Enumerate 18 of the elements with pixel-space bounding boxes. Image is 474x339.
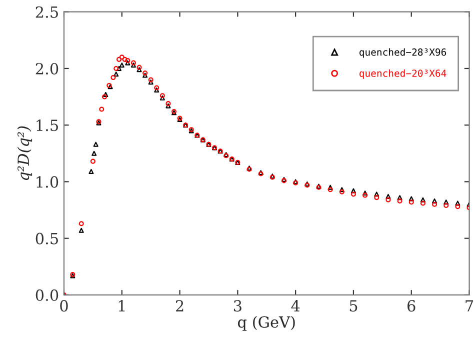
- y-tick-label: 2.0: [36, 62, 58, 74]
- legend-label: quenched−28³X96: [360, 48, 446, 58]
- x-tick-label: 2: [176, 300, 184, 312]
- x-tick-label: 1: [118, 300, 125, 312]
- x-tick-label: 6: [408, 300, 416, 312]
- y-tick-label: 1.5: [36, 120, 58, 132]
- x-tick-label: 3: [234, 300, 242, 312]
- y-axis-title: q²D(q²): [17, 126, 32, 180]
- y-tick-label: 0.0: [36, 289, 58, 301]
- y-tick-label: 0.5: [36, 232, 58, 244]
- x-tick-label: 4: [291, 300, 300, 312]
- x-tick-label: 0: [60, 300, 68, 312]
- legend-label: quenched−20³X64: [360, 69, 446, 79]
- x-tick-label: 5: [350, 300, 358, 312]
- x-tick-label: 7: [466, 300, 474, 312]
- y-tick-label: 1.0: [36, 176, 58, 188]
- x-axis-title: q (GeV): [238, 316, 295, 331]
- y-tick-label: 2.5: [36, 6, 58, 18]
